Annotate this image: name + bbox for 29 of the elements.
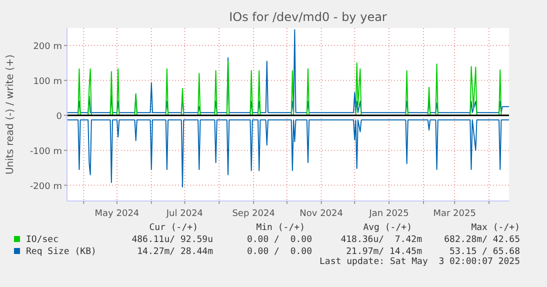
legend-label: IO/sec (26, 235, 59, 245)
text: 21.97m/ 14.45m (346, 247, 422, 257)
text: 486.11u/ 92.59u (132, 235, 213, 245)
legend-label: Req Size (KB) (26, 247, 96, 257)
text: 418.36u/ 7.42m (340, 235, 422, 245)
text: 14.27m/ 28.44m (137, 247, 213, 257)
text: 53.15 / 65.68 (450, 247, 520, 257)
text: 0.00 / 0.00 (246, 247, 312, 257)
y-tick-label: -100 m (30, 146, 62, 157)
x-tick-label: Mar 2025 (433, 209, 476, 219)
text: Last update: Sat May 3 02:00:07 2025 (320, 257, 520, 267)
text: 0.00 / 0.00 (246, 235, 312, 245)
line-series (66, 119, 510, 188)
text: Max (-/+) (471, 223, 520, 233)
y-axis-title: Units read (-) / write (+) (5, 54, 16, 175)
y-tick-label: 100 m (33, 76, 62, 87)
x-tick-label: Sep 2024 (232, 209, 276, 219)
chart-title: IOs for /dev/md0 - by year (229, 10, 387, 24)
x-tick-label: Jul 2024 (165, 209, 204, 219)
x-tick-label: May 2024 (94, 209, 140, 219)
x-tick-label: Jan 2025 (368, 209, 409, 219)
y-tick-label: 200 m (33, 42, 62, 52)
text: Avg (-/+) (363, 223, 412, 233)
text: Cur (-/+) (149, 223, 198, 233)
text: Min (-/+) (256, 223, 305, 233)
text: 682.28m/ 42.65 (444, 235, 520, 245)
y-tick-label: -200 m (30, 182, 62, 192)
x-tick-label: Nov 2024 (300, 209, 344, 219)
y-tick-label: 0 (56, 112, 62, 122)
